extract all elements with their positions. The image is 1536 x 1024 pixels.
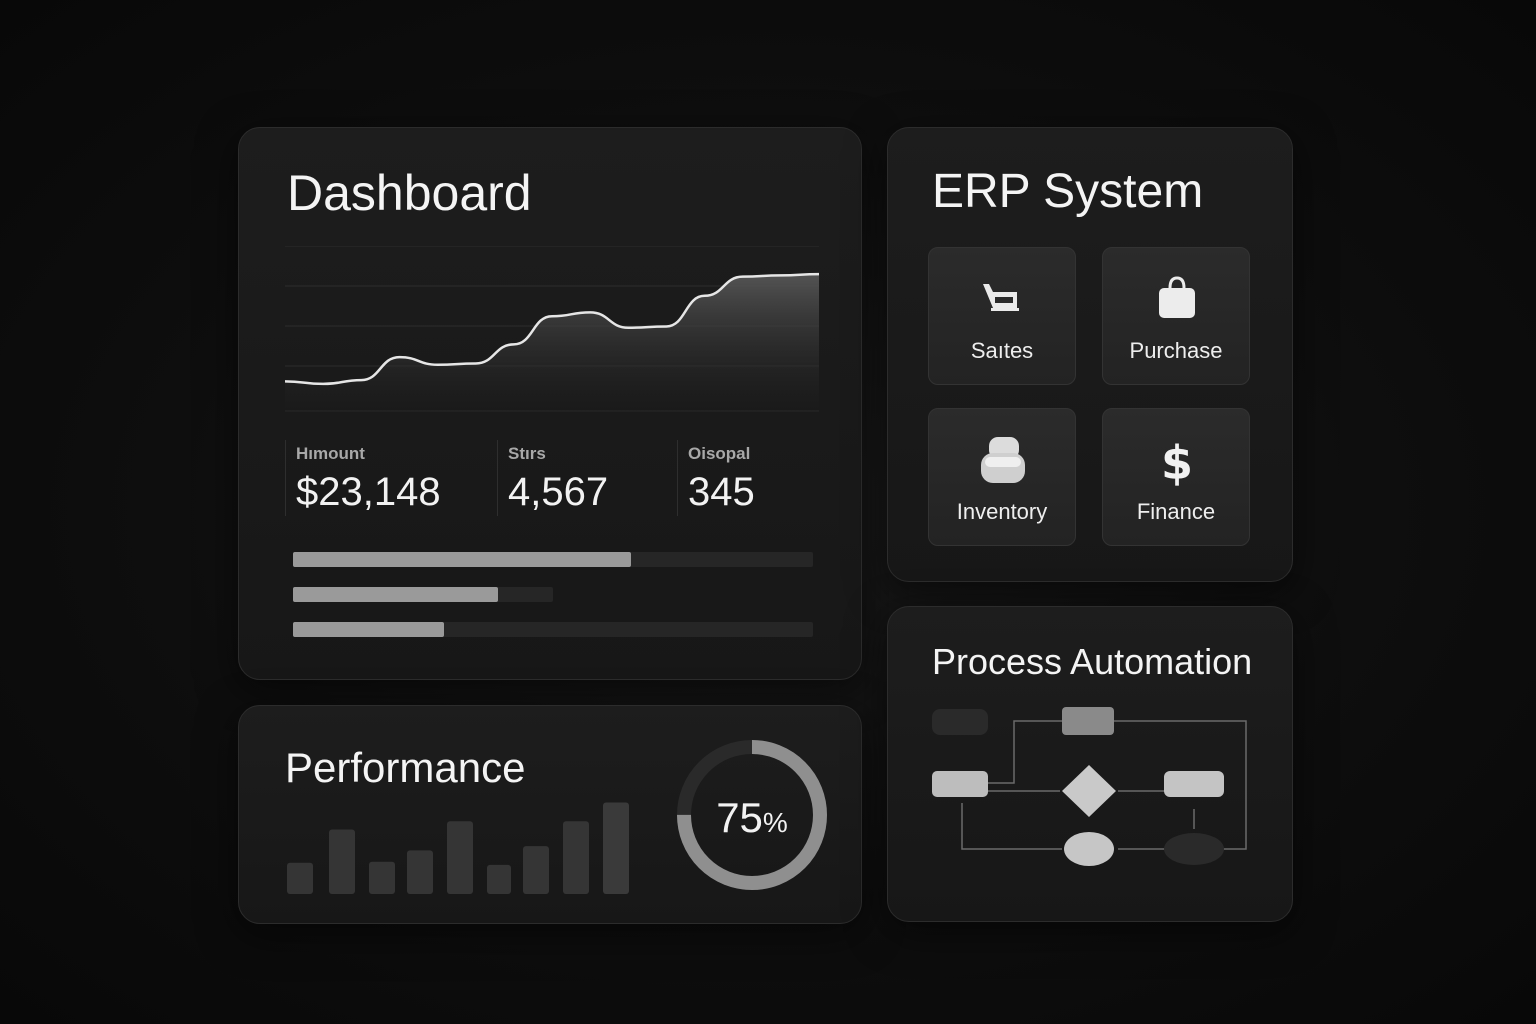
performance-bar-chart: [287, 802, 629, 894]
donut-progress-arc: [677, 740, 827, 890]
stat-label: Oisopal: [688, 444, 751, 463]
progress-bar-fill: [293, 587, 499, 602]
process-automation-card: Process Automation: [887, 606, 1293, 922]
dashboard-card: Dashboard Hımount $23,148 Stırs 4,567 Oi…: [238, 127, 862, 680]
process-title: Process Automation: [932, 641, 1253, 682]
progress-bar: [293, 587, 553, 602]
flow-node-start: [932, 709, 988, 735]
progress-bar-fill: [293, 622, 444, 637]
performance-title: Performance: [285, 744, 526, 791]
flow-node-process: [1062, 707, 1114, 735]
module-label: Inventory: [956, 499, 1048, 524]
module-tile-finance[interactable]: $ Finance: [1102, 408, 1250, 546]
module-tile-sales[interactable]: Saıtes: [928, 247, 1076, 385]
dashboard-area-chart: [285, 246, 819, 412]
performance-card: Performance 75%: [238, 705, 862, 924]
donut-unit: %: [762, 807, 788, 838]
performance-bar: [407, 850, 433, 894]
flow-node-end: [1064, 832, 1114, 866]
performance-bar: [447, 821, 473, 894]
performance-bar: [287, 862, 313, 894]
cart-icon: [983, 284, 1019, 311]
module-tile-inventory[interactable]: Inventory: [928, 408, 1076, 546]
performance-bar: [523, 846, 549, 894]
performance-donut: [677, 740, 827, 890]
stat-value: 4,567: [508, 470, 609, 514]
erp-title: ERP System: [932, 165, 1204, 218]
stat-label: Hımount: [296, 444, 365, 463]
flow-node-input: [932, 771, 988, 797]
donut-percentage: 75%: [669, 794, 835, 842]
performance-bar: [369, 861, 395, 894]
progress-bar: [293, 552, 813, 567]
donut-number: 75: [716, 794, 763, 841]
svg-text:$: $: [1161, 436, 1193, 490]
performance-bar: [563, 821, 589, 894]
flow-node-decision: [1062, 765, 1116, 817]
stat-oisopal: Oisopal 345: [677, 440, 755, 516]
module-label: Saıtes: [970, 338, 1034, 363]
dollar-icon: $: [1161, 436, 1193, 490]
stat-value: 345: [688, 470, 755, 514]
progress-bar-fill: [293, 552, 631, 567]
chart-series-line: [285, 272, 819, 386]
dashboard-title: Dashboard: [287, 165, 532, 221]
module-label: Purchase: [1129, 338, 1223, 363]
stat-label: Stırs: [508, 444, 546, 463]
box-stack-icon: [981, 437, 1025, 483]
shopping-bag-icon: [1159, 276, 1195, 318]
erp-system-card: ERP System Saıtes Purchase Inventory $ F…: [887, 127, 1293, 582]
stat-value: $23,148: [296, 470, 441, 514]
module-label: Finance: [1136, 499, 1216, 524]
flow-node-pending: [1164, 833, 1224, 865]
module-tile-purchase[interactable]: Purchase: [1102, 247, 1250, 385]
process-flow-diagram: [932, 707, 1247, 866]
chart-area-fill: [285, 274, 819, 412]
performance-bar: [603, 802, 629, 894]
stat-amount: Hımount $23,148: [285, 440, 441, 516]
stat-stirs: Stırs 4,567: [497, 440, 608, 516]
flow-node-output: [1164, 771, 1224, 797]
performance-bar: [329, 829, 355, 894]
progress-bar: [293, 622, 813, 637]
performance-bar: [487, 864, 511, 894]
